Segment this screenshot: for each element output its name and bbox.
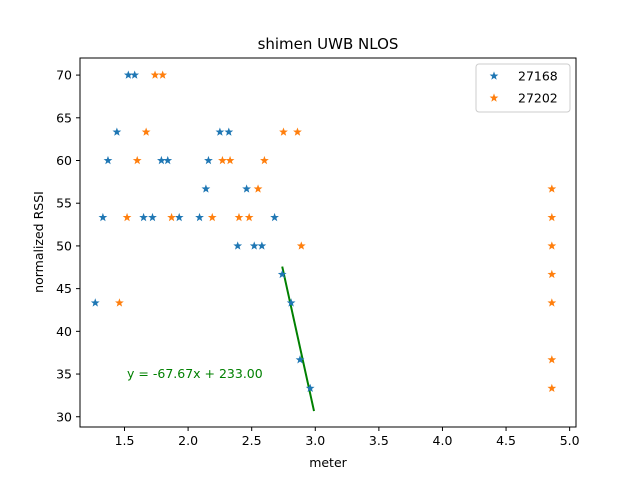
y-tick-label: 55 <box>56 196 72 211</box>
data-point-27168 <box>103 155 113 165</box>
y-tick-label: 50 <box>56 238 72 253</box>
legend-label: 27168 <box>518 69 558 84</box>
data-point-27168 <box>270 212 279 222</box>
data-point-27202 <box>141 127 151 136</box>
plot-area <box>79 57 577 428</box>
data-point-27202 <box>547 212 557 222</box>
data-point-27202 <box>296 241 306 250</box>
data-point-27168 <box>90 298 100 307</box>
legend-marker-27168 <box>489 71 499 80</box>
y-tick-label: 40 <box>56 324 72 339</box>
data-point-27168 <box>195 212 204 222</box>
data-point-27202 <box>225 155 235 165</box>
y-axis-label: normalized RSSI <box>31 191 46 293</box>
data-point-27168 <box>139 212 148 222</box>
y-tick-label: 60 <box>56 153 72 168</box>
x-tick-label: 1.5 <box>115 433 135 448</box>
data-point-27168 <box>249 241 259 250</box>
legend: 27168 27202 <box>475 63 571 113</box>
data-point-27202 <box>260 155 269 165</box>
chart-title: shimen UWB NLOS <box>258 35 399 53</box>
x-tick-label: 5.0 <box>560 433 580 448</box>
x-tick-label: 2.0 <box>178 433 198 448</box>
data-point-27202 <box>150 70 160 79</box>
data-point-27168 <box>257 241 267 250</box>
x-tick-label: 2.5 <box>242 433 262 448</box>
y-tick-label: 45 <box>56 281 72 296</box>
x-tick-label: 4.5 <box>496 433 516 448</box>
data-point-27168 <box>224 127 234 136</box>
legend-box <box>475 63 571 113</box>
x-axis: 1.5 2.0 2.5 3.0 3.5 4.0 4.5 5.0 <box>115 427 580 448</box>
data-point-27202 <box>547 298 557 307</box>
data-point-27168 <box>174 212 184 222</box>
y-tick-label: 70 <box>56 68 72 83</box>
data-point-27168 <box>286 298 296 307</box>
data-point-27202 <box>547 383 557 393</box>
data-point-27202 <box>279 127 288 136</box>
data-point-27202 <box>167 212 176 222</box>
data-point-27168 <box>295 355 305 364</box>
data-point-27168 <box>233 241 243 250</box>
y-tick-label: 35 <box>56 367 72 382</box>
data-point-27168 <box>215 127 225 136</box>
data-point-27202 <box>122 212 132 222</box>
data-point-27168 <box>277 269 287 279</box>
data-point-27168 <box>98 212 108 222</box>
data-point-27168 <box>204 155 213 165</box>
data-point-27202 <box>547 184 557 193</box>
data-point-27202 <box>132 155 142 165</box>
data-point-27168 <box>157 155 166 165</box>
data-point-27202 <box>158 70 168 79</box>
data-point-27168 <box>112 127 122 136</box>
data-point-27202 <box>234 212 244 222</box>
regression-equation: y = -67.67x + 233.00 <box>127 366 263 381</box>
data-points <box>90 70 557 393</box>
y-tick-label: 65 <box>56 110 72 125</box>
data-point-27202 <box>547 241 557 250</box>
x-tick-label: 3.0 <box>305 433 325 448</box>
x-tick-label: 3.5 <box>369 433 389 448</box>
data-point-27168 <box>305 383 315 393</box>
data-point-27202 <box>253 184 263 193</box>
data-point-27168 <box>163 155 173 165</box>
legend-label: 27202 <box>518 91 558 106</box>
data-point-27168 <box>130 70 140 79</box>
x-axis-label: meter <box>309 455 347 470</box>
y-axis: 30 35 40 45 50 55 60 65 70 <box>56 68 80 424</box>
data-point-27202 <box>115 298 124 307</box>
data-point-27168 <box>123 70 133 79</box>
data-point-27168 <box>242 184 251 193</box>
x-tick-label: 4.0 <box>433 433 453 448</box>
data-point-27168 <box>201 184 211 193</box>
y-tick-label: 30 <box>56 409 72 424</box>
data-point-27202 <box>547 269 557 279</box>
legend-marker-27202 <box>489 93 499 102</box>
data-point-27202 <box>293 127 302 136</box>
data-point-27202 <box>207 212 217 222</box>
data-point-27168 <box>148 212 157 222</box>
data-point-27202 <box>547 355 557 364</box>
data-point-27202 <box>218 155 227 165</box>
data-point-27202 <box>244 212 254 222</box>
